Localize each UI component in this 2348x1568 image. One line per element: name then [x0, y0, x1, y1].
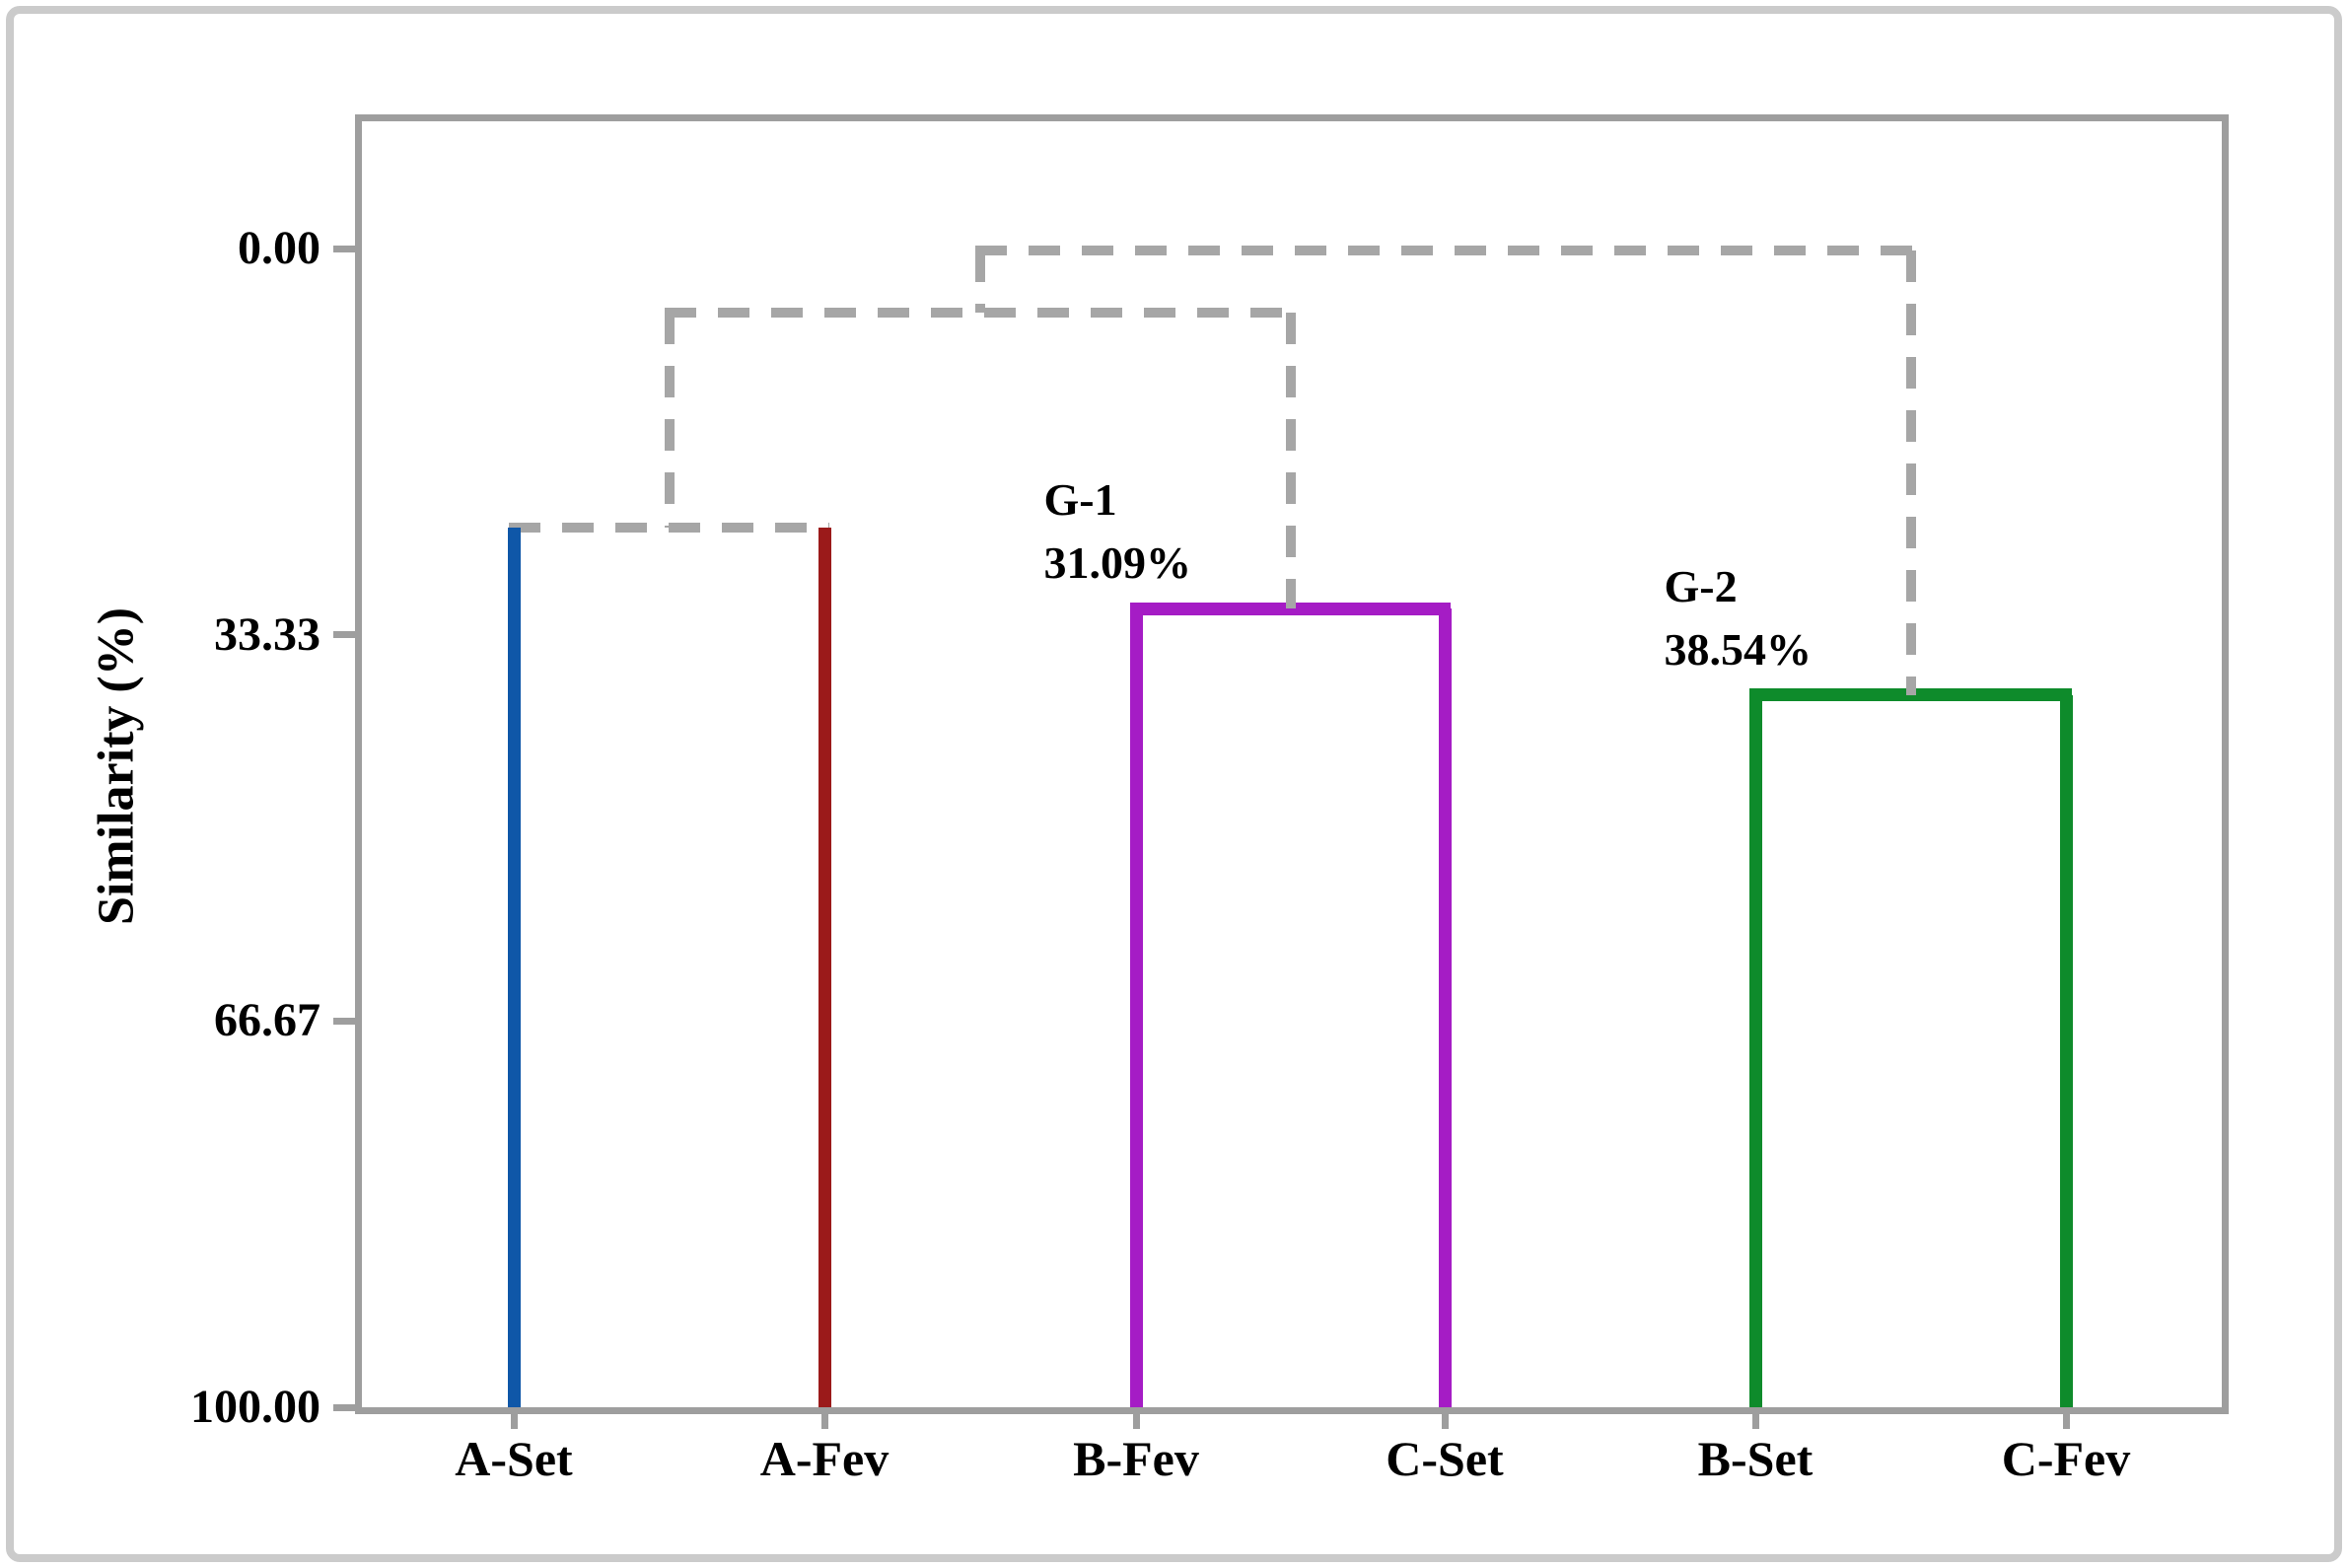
x-tick-a-fev [820, 1407, 828, 1429]
link-stem-mid [1285, 312, 1296, 609]
y-tick-0 [333, 245, 358, 252]
leaf-label-a-set: A-Set [455, 1431, 573, 1486]
cluster-link-A-pair [509, 523, 829, 534]
leaf-label-c-fev: C-Fev [2001, 1431, 2131, 1486]
x-tick-c-fev [2062, 1407, 2070, 1429]
leaf-line-a-fev [818, 528, 831, 1407]
y-tick-2 [333, 1017, 358, 1025]
cluster-link-G-2 [1749, 688, 2072, 702]
leaf-label-c-set: C-Set [1386, 1431, 1504, 1486]
y-tick-3 [333, 1403, 358, 1411]
y-tick-label-3: 100.00 [190, 1381, 320, 1433]
y-tick-label-2: 66.67 [214, 994, 320, 1047]
link-stem-mid [664, 312, 675, 529]
cluster-link-mid [664, 307, 1296, 318]
group-name-label: G-1 [1043, 474, 1117, 526]
leaf-label-b-fev: B-Fev [1073, 1431, 1199, 1486]
y-tick-label-0: 0.00 [238, 222, 320, 274]
plot-area [355, 114, 2229, 1414]
leaf-line-b-fev [1129, 608, 1143, 1407]
x-tick-a-set [510, 1407, 518, 1429]
x-tick-b-set [1751, 1407, 1759, 1429]
cluster-link-G-1 [1130, 602, 1451, 615]
leaf-line-c-set [1438, 608, 1452, 1407]
leaf-line-b-set [1748, 694, 1762, 1407]
group-similarity-value: 38.54% [1664, 623, 1813, 675]
group-similarity-value: 31.09% [1043, 537, 1192, 589]
figure-border [6, 6, 2342, 1562]
group-name-label: G-2 [1664, 560, 1738, 611]
leaf-line-c-fev [2059, 694, 2073, 1407]
group-annotation-G-2: G-2 38.54% [1665, 555, 1960, 681]
leaf-label-b-set: B-Set [1697, 1431, 1814, 1486]
x-tick-c-set [1441, 1407, 1449, 1429]
link-stem-root [974, 250, 985, 313]
link-stem-root [1905, 250, 1916, 695]
leaf-line-a-set [507, 528, 521, 1407]
leaf-label-a-fev: A-Fev [759, 1431, 889, 1486]
x-tick-b-fev [1132, 1407, 1140, 1429]
group-annotation-G-1: G-1 31.09% [1044, 468, 1340, 595]
cluster-link-root [974, 246, 1916, 256]
y-tick-1 [333, 631, 358, 639]
y-tick-label-1: 33.33 [214, 607, 320, 661]
